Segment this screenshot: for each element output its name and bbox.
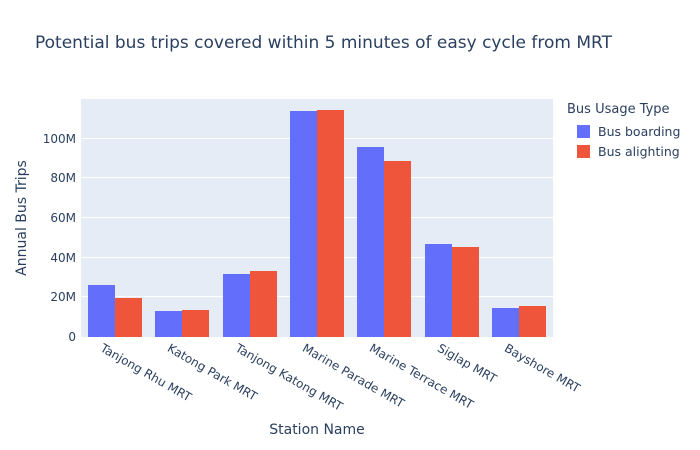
legend-item-bus-boarding[interactable]: Bus boarding (567, 124, 680, 139)
y-tick-label: 40M (50, 250, 76, 265)
x-tick-label: Tanjong Katong MRT (232, 341, 345, 414)
bar-bus-boarding-katong-park-mrt (155, 311, 183, 337)
bar-bus-alighting-tanjong-katong-mrt (249, 271, 277, 337)
bar-bus-boarding-tanjong-rhu-mrt (87, 285, 115, 337)
y-tick-label: 100M (42, 131, 76, 146)
y-tick-label: 60M (50, 211, 76, 225)
y-tick-label: 0 (68, 330, 76, 344)
bar-bus-boarding-tanjong-katong-mrt (222, 274, 250, 337)
bar-bus-alighting-tanjong-rhu-mrt (114, 297, 142, 337)
y-tick-label: 80M (50, 171, 76, 186)
y-tick-label: 20M (50, 290, 76, 305)
legend-swatch-bus-alighting-icon (577, 145, 590, 158)
bar-bus-boarding-marine-parade-mrt (290, 110, 317, 337)
bar-bus-alighting-marine-terrace-mrt (384, 161, 412, 337)
legend-title: Bus Usage Type (567, 102, 670, 117)
x-tick-label: Siglap MRT (434, 341, 499, 387)
bar-bus-alighting-marine-parade-mrt (317, 110, 344, 337)
chart-title: Potential bus trips covered within 5 min… (35, 33, 612, 53)
bar-bus-alighting-siglap-mrt (451, 246, 479, 337)
bar-bus-boarding-siglap-mrt (424, 243, 452, 337)
x-tick-label: Bayshore MRT (502, 341, 583, 396)
legend-label-bus-alighting: Bus alighting (598, 144, 680, 159)
bar-bus-alighting-katong-park-mrt (182, 310, 210, 337)
bar-bus-alighting-bayshore-mrt (519, 306, 547, 337)
plot-area (81, 99, 553, 337)
legend: Bus Usage Type Bus boarding Bus alightin… (567, 102, 680, 164)
bar-bus-boarding-bayshore-mrt (492, 307, 520, 337)
y-axis-tick-labels: 0 20M 40M 60M 80M 100M (0, 0, 76, 450)
bar-bus-boarding-marine-terrace-mrt (357, 146, 385, 337)
x-axis-title: Station Name (269, 422, 365, 438)
legend-swatch-bus-boarding-icon (577, 125, 590, 138)
legend-label-bus-boarding: Bus boarding (598, 124, 681, 139)
legend-item-bus-alighting[interactable]: Bus alighting (567, 144, 680, 159)
